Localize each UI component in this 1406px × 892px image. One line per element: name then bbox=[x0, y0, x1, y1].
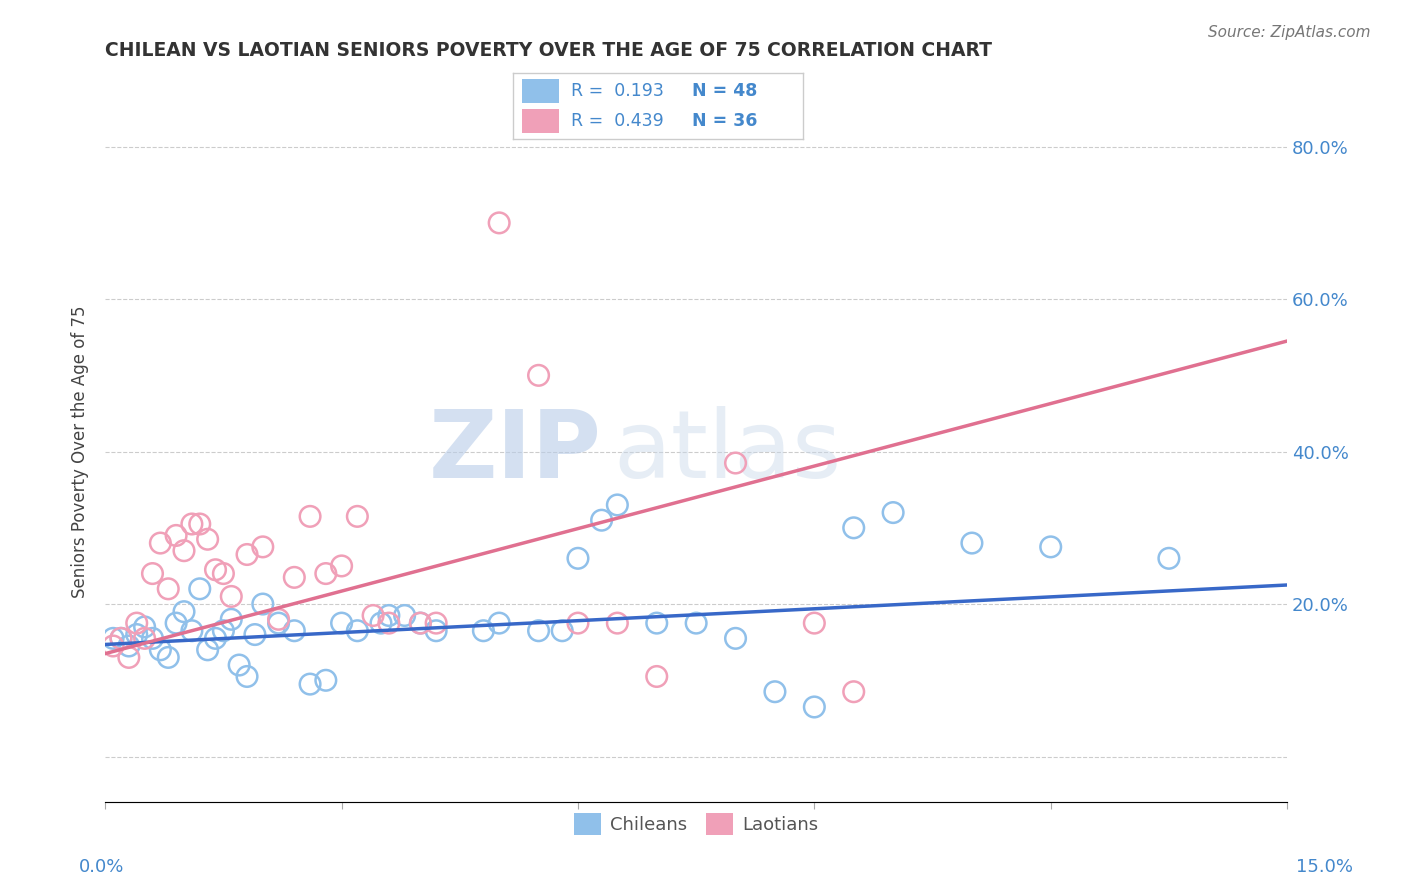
Text: CHILEAN VS LAOTIAN SENIORS POVERTY OVER THE AGE OF 75 CORRELATION CHART: CHILEAN VS LAOTIAN SENIORS POVERTY OVER … bbox=[105, 41, 993, 60]
Point bbox=[425, 624, 447, 638]
Point bbox=[645, 669, 668, 683]
Point bbox=[299, 509, 322, 524]
Point bbox=[724, 456, 747, 470]
Point bbox=[125, 627, 148, 641]
Point bbox=[606, 616, 628, 631]
Point bbox=[283, 624, 305, 638]
Point bbox=[180, 624, 202, 638]
Point bbox=[101, 639, 124, 653]
Point bbox=[378, 616, 401, 631]
Point bbox=[165, 528, 187, 542]
Point bbox=[110, 632, 132, 646]
Point bbox=[299, 677, 322, 691]
Point bbox=[803, 616, 825, 631]
Point bbox=[243, 627, 266, 641]
Point bbox=[685, 616, 707, 631]
Point bbox=[173, 605, 195, 619]
Point bbox=[472, 624, 495, 638]
Point bbox=[567, 616, 589, 631]
Legend: Chileans, Laotians: Chileans, Laotians bbox=[567, 805, 825, 842]
Text: atlas: atlas bbox=[613, 406, 842, 498]
Point bbox=[361, 608, 384, 623]
Point bbox=[204, 632, 226, 646]
Point bbox=[188, 582, 211, 596]
Point bbox=[330, 558, 353, 573]
Point bbox=[409, 616, 432, 631]
Point bbox=[882, 506, 904, 520]
Point bbox=[173, 543, 195, 558]
Point bbox=[252, 540, 274, 554]
Point bbox=[165, 616, 187, 631]
Point bbox=[157, 650, 180, 665]
Point bbox=[204, 563, 226, 577]
Point bbox=[110, 632, 132, 646]
Point bbox=[118, 639, 141, 653]
Text: ZIP: ZIP bbox=[429, 406, 602, 498]
Point bbox=[283, 570, 305, 584]
Point bbox=[236, 669, 259, 683]
Point bbox=[197, 642, 219, 657]
Point bbox=[960, 536, 983, 550]
Point bbox=[527, 624, 550, 638]
Point bbox=[219, 590, 242, 604]
Point bbox=[394, 608, 416, 623]
Point bbox=[188, 516, 211, 531]
Point bbox=[149, 536, 172, 550]
Point bbox=[425, 616, 447, 631]
Point bbox=[315, 566, 337, 581]
Point bbox=[197, 533, 219, 547]
Point bbox=[219, 612, 242, 626]
Point bbox=[212, 566, 235, 581]
Text: Source: ZipAtlas.com: Source: ZipAtlas.com bbox=[1208, 25, 1371, 40]
Point bbox=[803, 700, 825, 714]
Point bbox=[134, 620, 156, 634]
Point bbox=[346, 509, 368, 524]
Y-axis label: Seniors Poverty Over the Age of 75: Seniors Poverty Over the Age of 75 bbox=[72, 305, 89, 598]
Point bbox=[228, 658, 250, 673]
Point bbox=[125, 616, 148, 631]
Point bbox=[567, 551, 589, 566]
Point bbox=[141, 566, 163, 581]
Point bbox=[591, 513, 613, 527]
Point bbox=[149, 642, 172, 657]
Point bbox=[180, 516, 202, 531]
Point bbox=[134, 632, 156, 646]
Point bbox=[101, 632, 124, 646]
Point bbox=[378, 608, 401, 623]
Point bbox=[488, 216, 510, 230]
Point bbox=[551, 624, 574, 638]
Point bbox=[141, 632, 163, 646]
Point bbox=[1039, 540, 1062, 554]
Point bbox=[118, 650, 141, 665]
Point bbox=[527, 368, 550, 383]
Point bbox=[488, 616, 510, 631]
Point bbox=[252, 597, 274, 611]
Point bbox=[763, 684, 786, 698]
Point bbox=[157, 582, 180, 596]
Point bbox=[724, 632, 747, 646]
Point bbox=[236, 548, 259, 562]
Point bbox=[267, 616, 290, 631]
Point bbox=[1157, 551, 1180, 566]
Point bbox=[267, 612, 290, 626]
Point bbox=[409, 616, 432, 631]
Point bbox=[370, 616, 392, 631]
Point bbox=[842, 521, 865, 535]
Point bbox=[842, 684, 865, 698]
Point bbox=[606, 498, 628, 512]
Point bbox=[346, 624, 368, 638]
Point bbox=[645, 616, 668, 631]
Point bbox=[330, 616, 353, 631]
Text: 15.0%: 15.0% bbox=[1296, 858, 1353, 876]
Text: 0.0%: 0.0% bbox=[79, 858, 124, 876]
Point bbox=[212, 624, 235, 638]
Point bbox=[315, 673, 337, 688]
